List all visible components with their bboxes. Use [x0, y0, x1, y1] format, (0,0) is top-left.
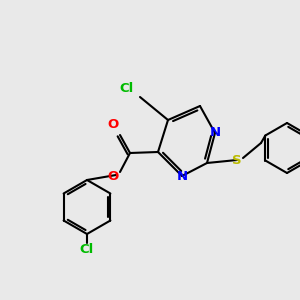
Text: Cl: Cl	[80, 243, 94, 256]
Text: Cl: Cl	[120, 82, 134, 94]
Text: O: O	[107, 170, 118, 184]
Text: O: O	[107, 118, 118, 130]
Text: S: S	[232, 154, 242, 166]
Text: N: N	[176, 169, 188, 182]
Text: N: N	[209, 127, 220, 140]
